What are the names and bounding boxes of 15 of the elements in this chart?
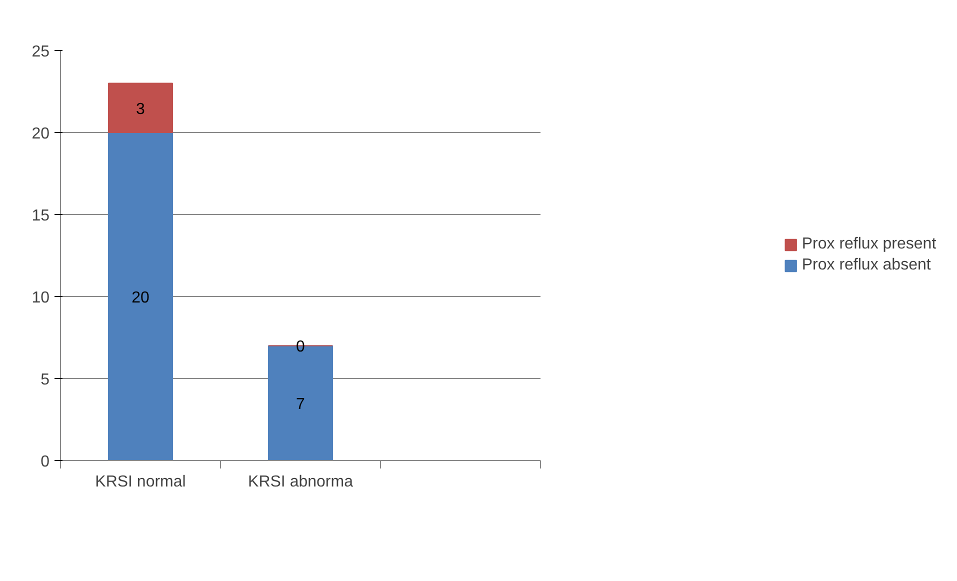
bar [108, 132, 173, 460]
y-tick-label: 15 [32, 208, 50, 224]
data-label: 3 [136, 100, 146, 118]
bar [108, 82, 173, 133]
data-label: 20 [132, 290, 150, 306]
legend-label: Prox reflux absent [802, 256, 931, 274]
data-label: 7 [296, 396, 306, 414]
y-tick-label: 5 [40, 372, 50, 388]
y-tick-label: 25 [32, 44, 50, 60]
x-tick-label: KRSI abnorma [248, 474, 354, 490]
y-tick-label: 0 [40, 454, 50, 470]
x-tick-label: KRSI normal [95, 474, 186, 490]
legend-label: Prox reflux present [802, 236, 936, 254]
y-tick-label: 20 [32, 126, 50, 142]
y-tick-label: 10 [32, 290, 50, 306]
